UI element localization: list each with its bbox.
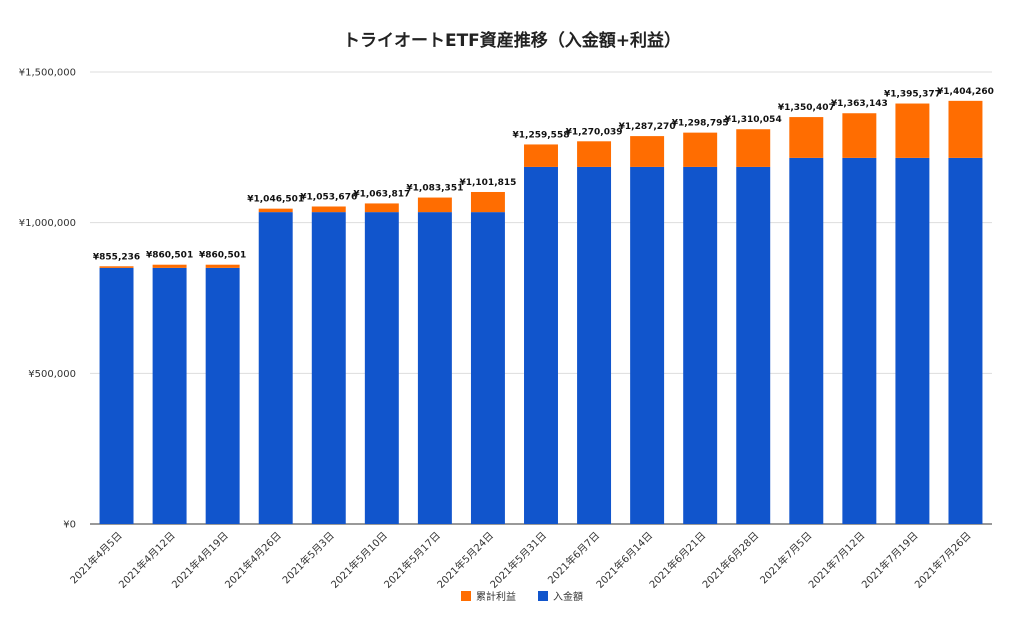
bar-deposit	[630, 166, 665, 525]
bar-total-label: ¥1,083,351	[406, 184, 463, 194]
bar-total-label: ¥1,287,270	[619, 122, 676, 132]
bar-deposit	[683, 166, 718, 525]
bar-total-label: ¥1,270,039	[566, 127, 623, 137]
bar-profit	[524, 144, 558, 167]
y-tick-label: ¥0	[63, 520, 76, 531]
bar-profit	[417, 197, 452, 213]
bar-deposit	[948, 157, 983, 524]
bar-profit	[311, 206, 346, 213]
bar-total-label: ¥1,363,143	[831, 99, 888, 109]
bar-total-label: ¥1,310,054	[725, 115, 782, 125]
bar-total-label: ¥1,404,260	[937, 87, 994, 97]
x-tick-label: 2021年5月24日	[434, 529, 496, 591]
x-tick-label: 2021年7月5日	[757, 529, 814, 586]
x-tick-label: 2021年6月14日	[593, 529, 655, 591]
x-tick-label: 2021年5月3日	[279, 529, 336, 586]
bar-deposit	[470, 212, 505, 524]
x-tick-label: 2021年6月21日	[646, 529, 708, 591]
bar-total-label: ¥1,101,815	[459, 178, 516, 188]
bar-deposit	[364, 212, 399, 524]
bar-profit	[789, 117, 824, 158]
x-tick-label: 2021年5月17日	[381, 529, 443, 591]
bar-deposit	[417, 212, 452, 524]
x-tick-label: 2021年7月12日	[806, 529, 868, 591]
bar-total-label: ¥1,259,558	[513, 130, 570, 140]
bar-deposit	[152, 267, 187, 524]
y-tick-label: ¥1,000,000	[19, 218, 76, 229]
bar-profit	[364, 203, 399, 213]
bar-deposit	[736, 166, 771, 525]
legend-label: 累計利益	[476, 590, 516, 603]
x-tick-label: 2021年5月31日	[487, 529, 549, 591]
chart-title: トライオートETF資産推移（入金額+利益）	[342, 31, 682, 51]
y-tick-label: ¥1,500,000	[19, 68, 76, 79]
x-tick-label: 2021年6月7日	[545, 529, 602, 586]
bar-profit	[948, 100, 983, 158]
x-tick-label: 2021年7月19日	[859, 529, 921, 591]
bar-deposit	[895, 157, 930, 524]
bar-deposit	[577, 166, 612, 525]
x-tick-label: 2021年7月26日	[912, 529, 974, 591]
legend-swatch	[538, 591, 548, 601]
x-tick-label: 2021年5月10日	[328, 529, 390, 591]
bar-deposit	[524, 166, 558, 525]
legend-label: 入金額	[553, 590, 583, 603]
bar-profit	[152, 264, 187, 268]
bar-deposit	[205, 267, 240, 524]
bar-total-label: ¥1,350,407	[778, 103, 835, 113]
bar-profit	[630, 136, 665, 167]
bar-deposit	[99, 267, 134, 524]
bar-total-label: ¥1,053,676	[300, 192, 357, 202]
x-tick-label: 2021年4月26日	[222, 529, 284, 591]
x-tick-label: 2021年6月28日	[699, 529, 761, 591]
bar-deposit	[258, 212, 293, 524]
bar-profit	[577, 141, 612, 167]
bar-total-label: ¥860,501	[146, 251, 193, 261]
bar-deposit	[789, 157, 824, 524]
bar-profit	[258, 208, 293, 213]
bar-total-label: ¥860,501	[199, 251, 246, 261]
bar-profit	[683, 132, 718, 167]
bar-total-label: ¥1,046,501	[247, 195, 304, 205]
legend-swatch	[461, 591, 471, 601]
bar-profit	[99, 266, 134, 268]
bar-deposit	[842, 157, 877, 524]
bar-total-label: ¥855,236	[93, 252, 140, 262]
bar-total-label: ¥1,298,795	[672, 119, 729, 129]
bar-total-label: ¥1,395,377	[884, 90, 941, 100]
bar-total-label: ¥1,063,817	[353, 189, 410, 199]
bar-profit	[205, 264, 240, 268]
x-tick-label: 2021年4月5日	[67, 529, 124, 586]
bar-profit	[736, 129, 771, 167]
bar-deposit	[311, 212, 346, 524]
y-tick-label: ¥500,000	[28, 369, 76, 380]
bar-profit	[470, 191, 505, 213]
bar-profit	[842, 113, 877, 158]
x-tick-label: 2021年4月12日	[116, 529, 178, 591]
x-tick-label: 2021年4月19日	[169, 529, 231, 591]
bar-profit	[895, 103, 930, 158]
